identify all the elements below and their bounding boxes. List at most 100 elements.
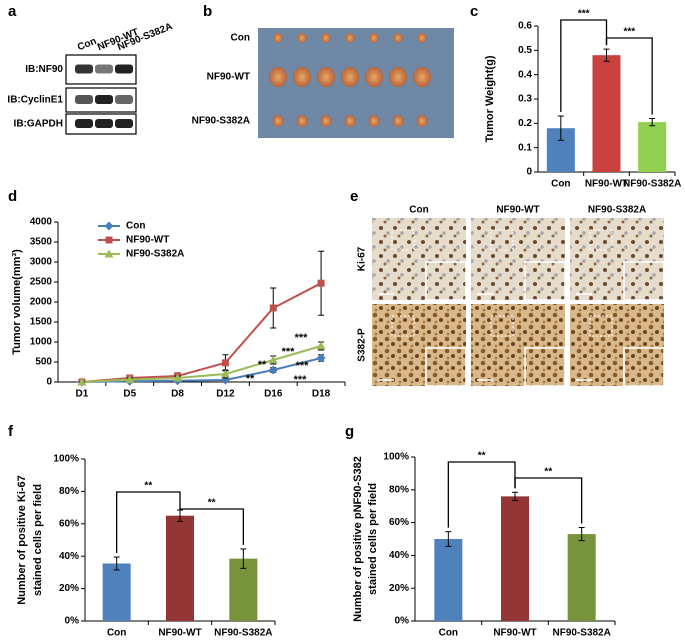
tumor <box>321 33 331 43</box>
y-axis-label: Tumor volume(mm³) <box>11 249 23 355</box>
panel-label: a <box>8 3 17 20</box>
ihc-column-label: NF90-WT <box>496 205 539 216</box>
y-axis-label: Number of positive pNF90-S382 <box>352 456 364 622</box>
x-tick-label: NF90-WT <box>158 628 201 639</box>
bar <box>592 55 621 173</box>
x-tick-label: D12 <box>216 389 235 400</box>
tumor <box>297 33 307 43</box>
y-axis-label: stained cells per field <box>367 483 379 595</box>
significance-bracket <box>447 461 516 528</box>
y-tick-label: 40% <box>389 550 409 561</box>
significance-bracket <box>514 477 583 524</box>
ihc-image <box>471 304 565 386</box>
inset-box <box>490 229 514 251</box>
annotation: *** <box>295 332 309 344</box>
blot-row-label: IB:NF90 <box>25 64 63 75</box>
marker <box>269 304 277 312</box>
y-tick-label: 0 <box>46 377 52 388</box>
tumor <box>269 67 287 87</box>
significance-label: ** <box>478 451 486 462</box>
x-tick-label: NF90-WT <box>493 628 536 639</box>
tumor <box>413 67 431 87</box>
inset-box <box>589 315 613 337</box>
y-tick-label: 0.6 <box>518 21 532 32</box>
significance-label: ** <box>208 498 216 509</box>
ihc-row-label: Ki-67 <box>357 246 368 271</box>
panel-label: e <box>350 188 358 205</box>
marker <box>105 236 113 244</box>
x-tick-label: NF90-WT <box>585 179 628 190</box>
significance-bracket <box>116 491 181 554</box>
blot-row-label: IB:CyclinE1 <box>7 95 63 106</box>
marker <box>77 377 87 386</box>
tumor <box>296 115 308 127</box>
marker <box>316 341 326 350</box>
blot-band <box>75 119 93 128</box>
inset-box <box>589 229 613 251</box>
inset <box>623 347 665 387</box>
inset <box>425 347 467 387</box>
series-line <box>81 282 322 383</box>
tumor <box>345 33 355 43</box>
annotation: *** <box>296 360 310 372</box>
marker <box>317 279 325 287</box>
ihc-image <box>570 304 664 386</box>
marker <box>104 249 114 258</box>
annotation: *** <box>282 346 296 358</box>
tumor <box>416 115 428 127</box>
y-tick-label: 80% <box>389 484 409 495</box>
significance-label: ** <box>144 481 152 492</box>
error-bar <box>113 556 120 571</box>
legend-label: NF90-WT <box>126 235 169 246</box>
legend-label: Con <box>126 221 145 232</box>
marker <box>268 355 278 364</box>
annotation: *** <box>294 374 308 386</box>
y-tick-label: 3000 <box>30 257 53 268</box>
y-tick-label: 2000 <box>30 297 53 308</box>
blot-band <box>95 64 113 74</box>
ihc-image <box>372 218 466 300</box>
x-tick-label: Con <box>107 628 126 639</box>
marker <box>268 365 278 375</box>
x-tick-label: Con <box>439 628 458 639</box>
significance-label: ** <box>544 467 552 478</box>
panel-label: c <box>470 3 478 20</box>
bar <box>638 122 667 172</box>
x-tick-label: D5 <box>123 389 136 400</box>
y-tick-label: 0.3 <box>518 94 532 105</box>
legend-label: NF90-S382A <box>126 249 184 260</box>
y-tick-label: 40% <box>59 551 79 562</box>
y-axis-label: stained cells per field <box>32 484 44 596</box>
blot-band <box>75 95 93 104</box>
y-tick-label: 60% <box>389 517 409 528</box>
tumor <box>417 33 427 43</box>
tumor <box>365 67 383 87</box>
blot-band <box>95 95 113 104</box>
y-tick-label: 80% <box>59 486 79 497</box>
tumor <box>272 115 284 127</box>
blot-band <box>115 119 133 128</box>
inset-box <box>490 315 514 337</box>
y-tick-label: 100% <box>383 452 409 463</box>
blot-band <box>75 64 93 74</box>
error-bar <box>240 548 247 569</box>
y-tick-label: 20% <box>389 583 409 594</box>
y-tick-label: 1000 <box>30 337 53 348</box>
y-tick-label: 4000 <box>30 217 53 228</box>
bar <box>102 563 131 621</box>
bar <box>434 539 463 621</box>
y-tick-label: 1500 <box>30 317 53 328</box>
error-bar <box>603 48 610 62</box>
y-tick-label: 0.1 <box>518 142 532 153</box>
series-line <box>81 357 322 383</box>
panel-label: d <box>8 188 17 205</box>
y-tick-label: 3500 <box>30 237 53 248</box>
x-tick-label: D16 <box>264 389 283 400</box>
blot-band <box>95 119 113 128</box>
bar <box>567 534 596 621</box>
annotation: ** <box>246 373 255 385</box>
ihc-image <box>372 304 466 386</box>
tumor <box>393 33 403 43</box>
ihc-image <box>471 218 565 300</box>
tumor <box>273 33 283 43</box>
